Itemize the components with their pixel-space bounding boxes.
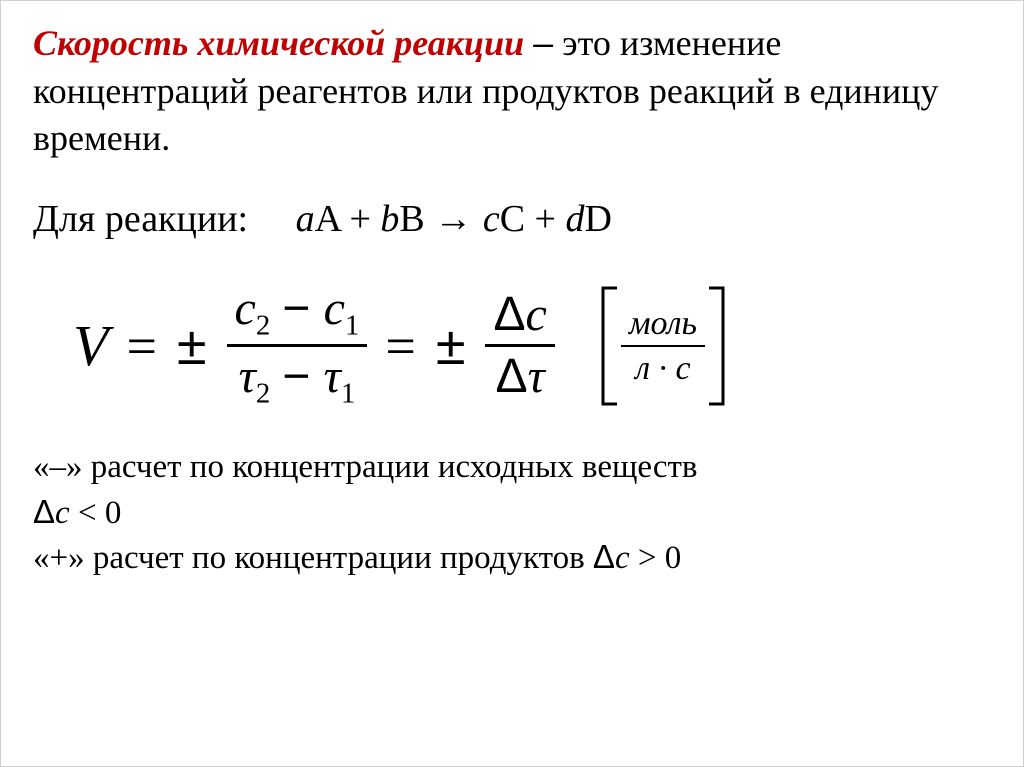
note-plus-c: c <box>615 540 630 576</box>
frac2-numerator: Δc <box>485 287 554 342</box>
equals-1: = <box>126 315 156 377</box>
slide: Скорость химической реакции – это измене… <box>0 0 1024 767</box>
coef-d: d <box>565 198 584 240</box>
units-bar <box>621 345 705 347</box>
rate-formula: V = ± c2 − c1 τ2 − τ1 = ± Δc Δτ <box>33 281 995 411</box>
c1-sym: c <box>324 282 345 335</box>
arrow-icon: → <box>434 198 483 240</box>
definition-paragraph: Скорость химической реакции – это измене… <box>33 19 995 163</box>
delta-small-1-icon: Δ <box>33 493 55 530</box>
minus-num1: − <box>282 282 323 335</box>
plus-minus-1: ± <box>175 315 209 377</box>
note-minus-rel: < 0 <box>70 495 122 531</box>
t2-sub: 2 <box>256 378 270 410</box>
left-bracket-icon <box>599 286 621 406</box>
t1-sym: τ <box>324 350 341 403</box>
delta-c-icon: Δ <box>493 288 525 341</box>
c2-sym: c <box>235 282 256 335</box>
species-D: D <box>584 198 611 240</box>
minus-den1: − <box>282 350 323 403</box>
plus1: + <box>349 198 380 240</box>
fraction-2: Δc Δτ <box>485 287 554 404</box>
note-plus-rel: > 0 <box>630 540 682 576</box>
delta-t-sym: τ <box>528 350 545 403</box>
t2-sym: τ <box>239 350 256 403</box>
frac1-numerator: c2 − c1 <box>227 281 368 343</box>
right-bracket-icon <box>705 286 727 406</box>
units-fraction: моль л · с <box>621 304 705 388</box>
term-title: Скорость химической реакции <box>33 23 524 63</box>
note-minus-condition: Δc < 0 <box>33 490 995 536</box>
species-C: C <box>500 198 525 240</box>
frac2-denominator: Δτ <box>488 349 553 404</box>
note-plus-line: «+» расчет по концентрации продуктов Δc … <box>33 535 995 581</box>
delta-t-icon: Δ <box>496 350 528 403</box>
for-label: Для реакции: <box>33 198 248 240</box>
coef-a: a <box>296 198 315 240</box>
notes-block: «–» расчет по концентрации исходных веще… <box>33 445 995 581</box>
delta-small-2-icon: Δ <box>593 538 615 575</box>
frac2-bar <box>485 344 554 347</box>
plus-minus-2: ± <box>434 315 468 377</box>
reaction-line: Для реакции: aA + bB → cC + dD <box>33 197 995 241</box>
t1-sub: 1 <box>341 378 355 410</box>
frac1-bar <box>227 344 368 347</box>
plus2: + <box>535 198 566 240</box>
c2-sub: 2 <box>256 309 270 341</box>
dash: – <box>533 22 553 63</box>
frac1-denominator: τ2 − τ1 <box>231 349 364 411</box>
equals-2: = <box>385 315 415 377</box>
symbol-V: V <box>73 312 108 379</box>
species-A: A <box>315 198 340 240</box>
note-plus-text: «+» расчет по концентрации продуктов <box>33 540 593 576</box>
units-bracket: моль л · с <box>599 286 727 406</box>
units-denominator: л · с <box>627 349 698 388</box>
coef-c: c <box>483 198 500 240</box>
c1-sub: 1 <box>345 309 359 341</box>
delta-c-sym: c <box>526 288 547 341</box>
note-minus-line: «–» расчет по концентрации исходных веще… <box>33 445 995 490</box>
note-minus-c: c <box>55 495 70 531</box>
species-B: B <box>399 198 424 240</box>
units-numerator: моль <box>621 304 705 343</box>
fraction-1: c2 − c1 τ2 − τ1 <box>227 281 368 411</box>
coef-b: b <box>380 198 399 240</box>
